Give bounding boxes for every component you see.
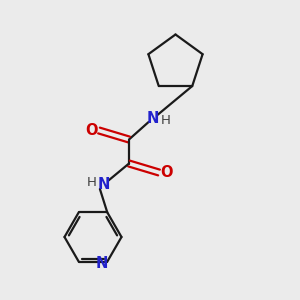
Text: N: N	[97, 177, 110, 192]
Text: O: O	[85, 123, 98, 138]
Text: N: N	[147, 111, 159, 126]
Text: N: N	[96, 256, 108, 271]
Text: H: H	[87, 176, 97, 189]
Text: H: H	[161, 114, 170, 128]
Text: O: O	[160, 165, 173, 180]
